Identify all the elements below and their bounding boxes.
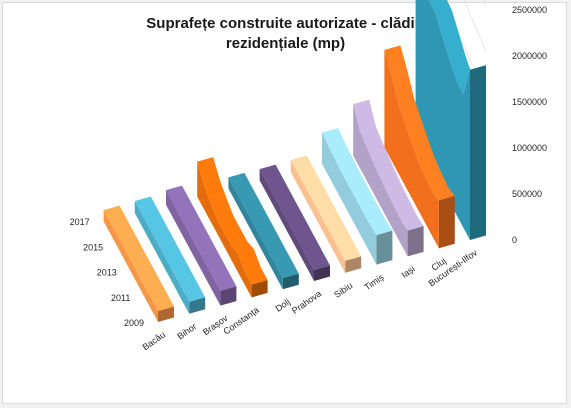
category-label: Sibiu: [332, 280, 354, 300]
x-tick-label: 2009: [124, 318, 144, 328]
series-front-face: [384, 49, 439, 249]
series-end-face: [376, 230, 393, 265]
series-end-face: [470, 65, 486, 240]
series-top-face: [259, 164, 330, 270]
series-end-face: [189, 297, 206, 314]
series-front-face: [166, 190, 221, 306]
series-front-face: [259, 169, 314, 281]
category-label: Timiș: [362, 272, 385, 293]
series-10: [384, 45, 455, 249]
series-7: [290, 155, 362, 273]
gridline: [463, 0, 487, 52]
series-front-face: [353, 104, 408, 257]
series-front-face: [415, 0, 470, 240]
series-4: [197, 157, 268, 298]
series-front-face: [103, 210, 158, 322]
chart-title-line-2: rezidențiale (mp): [225, 35, 346, 52]
x-tick-label: 2017: [70, 217, 90, 227]
x-tick-label: 2013: [97, 268, 117, 278]
series-1: [103, 205, 174, 322]
series-8: [322, 128, 393, 265]
series-top-face: [290, 155, 362, 261]
series-top-face: [197, 157, 268, 285]
chart-title-line-1: Suprafețe construite autorizate - clădir…: [146, 15, 425, 32]
series-end-face: [158, 306, 174, 322]
series-top-face: [322, 128, 393, 236]
series-end-face: [314, 265, 330, 281]
series-9: [353, 99, 424, 257]
y-tick-label: 2000000: [512, 51, 547, 61]
category-label: Dolj: [274, 297, 292, 314]
series-front-face: [290, 160, 346, 273]
series-11: [415, 0, 486, 240]
x-tick-label: 2011: [111, 293, 130, 303]
category-label: Prahova: [290, 288, 323, 315]
series-top-face: [228, 172, 299, 279]
series-front-face: [197, 161, 252, 298]
series-2: [134, 196, 206, 314]
series-top-face: [384, 45, 455, 201]
series-end-face: [407, 226, 424, 257]
series-top-face: [103, 205, 174, 311]
series-end-face: [438, 195, 455, 249]
y-tick-label: 500000: [512, 189, 542, 199]
series-6: [259, 164, 330, 281]
series-front-face: [322, 132, 377, 265]
series-top-face: [134, 196, 206, 302]
category-label: Bacău: [140, 329, 167, 352]
series-5: [228, 172, 299, 290]
series-end-face: [282, 273, 299, 290]
series-ribbons: [103, 0, 486, 322]
y-tick-label: 2500000: [512, 5, 547, 15]
series-3: [166, 185, 237, 306]
series-top-face: [353, 99, 424, 231]
y-tick-label: 1000000: [512, 143, 547, 153]
series-end-face: [345, 256, 362, 273]
series-front-face: [228, 177, 283, 290]
series-front-face: [134, 201, 190, 314]
y-tick-label: 1500000: [512, 97, 547, 107]
x-tick-label: 2015: [83, 242, 103, 252]
series-top-face: [166, 185, 237, 291]
category-label: Bihor: [175, 321, 198, 341]
series-end-face: [220, 286, 237, 306]
category-label: Iași: [400, 264, 417, 280]
series-end-face: [251, 280, 268, 298]
y-tick-label: 0: [512, 235, 517, 245]
chart-title: Suprafețe construite autorizate - clădir…: [0, 14, 571, 54]
